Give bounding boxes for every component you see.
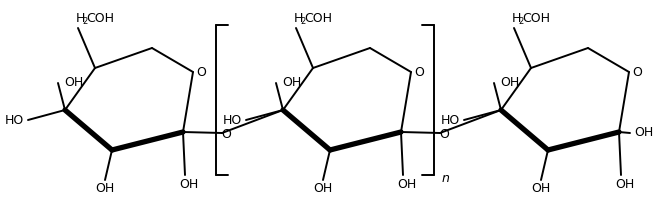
Text: OH: OH — [500, 75, 519, 88]
Text: H: H — [512, 13, 521, 26]
Text: 2: 2 — [519, 17, 524, 26]
Text: OH: OH — [397, 177, 416, 190]
Text: COH: COH — [522, 13, 550, 26]
Text: H: H — [76, 13, 85, 26]
Text: COH: COH — [86, 13, 114, 26]
Text: O: O — [196, 66, 206, 79]
Text: OH: OH — [65, 75, 84, 88]
Text: OH: OH — [180, 177, 199, 190]
Text: n: n — [442, 171, 450, 184]
Text: OH: OH — [96, 183, 115, 196]
Text: HO: HO — [5, 114, 24, 127]
Text: 2: 2 — [82, 17, 88, 26]
Text: OH: OH — [615, 177, 635, 190]
Text: O: O — [632, 66, 642, 79]
Text: O: O — [439, 128, 449, 141]
Text: OH: OH — [634, 127, 653, 140]
Text: H: H — [294, 13, 304, 26]
Text: HO: HO — [222, 114, 242, 127]
Text: O: O — [221, 128, 231, 141]
Text: OH: OH — [282, 75, 302, 88]
Text: OH: OH — [531, 183, 550, 196]
Text: 2: 2 — [300, 17, 306, 26]
Text: HO: HO — [440, 114, 459, 127]
Text: COH: COH — [304, 13, 332, 26]
Text: O: O — [414, 66, 424, 79]
Text: OH: OH — [314, 183, 333, 196]
